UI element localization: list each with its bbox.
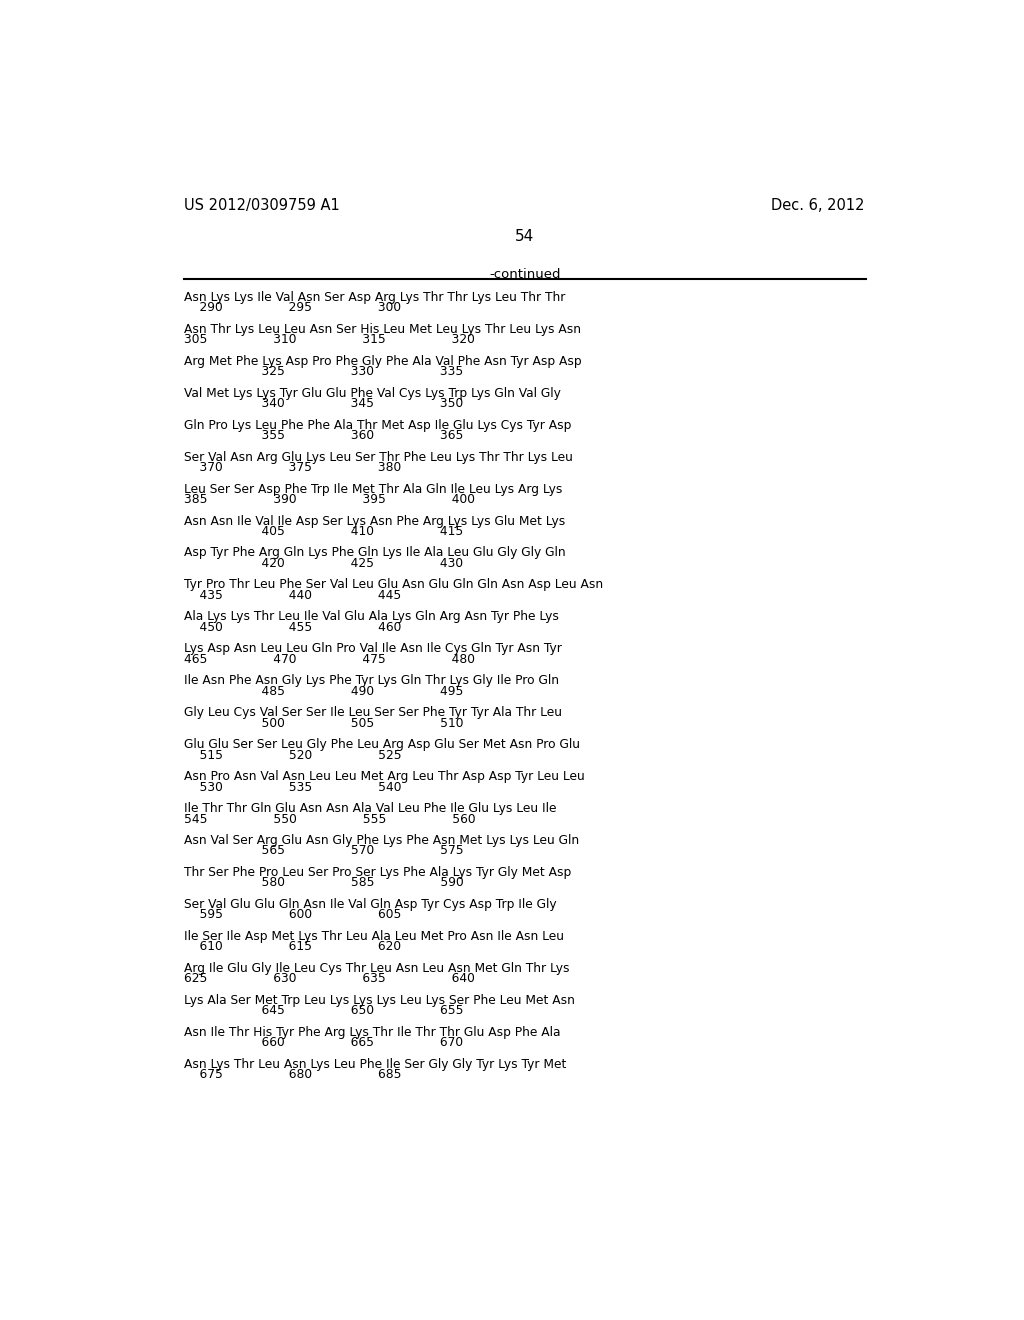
Text: 515                 520                 525: 515 520 525 xyxy=(183,748,401,762)
Text: Gly Leu Cys Val Ser Ser Ile Leu Ser Ser Phe Tyr Tyr Ala Thr Leu: Gly Leu Cys Val Ser Ser Ile Leu Ser Ser … xyxy=(183,706,562,719)
Text: 54: 54 xyxy=(515,230,535,244)
Text: 610                 615                 620: 610 615 620 xyxy=(183,940,401,953)
Text: Ser Val Asn Arg Glu Lys Leu Ser Thr Phe Leu Lys Thr Thr Lys Leu: Ser Val Asn Arg Glu Lys Leu Ser Thr Phe … xyxy=(183,450,572,463)
Text: Arg Ile Glu Gly Ile Leu Cys Thr Leu Asn Leu Asn Met Gln Thr Lys: Arg Ile Glu Gly Ile Leu Cys Thr Leu Asn … xyxy=(183,962,569,975)
Text: Asn Lys Thr Leu Asn Lys Leu Phe Ile Ser Gly Gly Tyr Lys Tyr Met: Asn Lys Thr Leu Asn Lys Leu Phe Ile Ser … xyxy=(183,1057,566,1071)
Text: Ile Asn Phe Asn Gly Lys Phe Tyr Lys Gln Thr Lys Gly Ile Pro Gln: Ile Asn Phe Asn Gly Lys Phe Tyr Lys Gln … xyxy=(183,675,559,688)
Text: 660                 665                 670: 660 665 670 xyxy=(183,1036,463,1049)
Text: Val Met Lys Lys Tyr Glu Glu Phe Val Cys Lys Trp Lys Gln Val Gly: Val Met Lys Lys Tyr Glu Glu Phe Val Cys … xyxy=(183,387,561,400)
Text: 370                 375                 380: 370 375 380 xyxy=(183,461,401,474)
Text: 325                 330                 335: 325 330 335 xyxy=(183,366,463,378)
Text: Lys Asp Asn Leu Leu Gln Pro Val Ile Asn Ile Cys Gln Tyr Asn Tyr: Lys Asp Asn Leu Leu Gln Pro Val Ile Asn … xyxy=(183,643,562,655)
Text: 545                 550                 555                 560: 545 550 555 560 xyxy=(183,813,475,825)
Text: Asn Pro Asn Val Asn Leu Leu Met Arg Leu Thr Asp Asp Tyr Leu Leu: Asn Pro Asn Val Asn Leu Leu Met Arg Leu … xyxy=(183,770,585,783)
Text: 465                 470                 475                 480: 465 470 475 480 xyxy=(183,653,475,665)
Text: Ala Lys Lys Thr Leu Ile Val Glu Ala Lys Gln Arg Asn Tyr Phe Lys: Ala Lys Lys Thr Leu Ile Val Glu Ala Lys … xyxy=(183,610,559,623)
Text: 565                 570                 575: 565 570 575 xyxy=(183,845,464,858)
Text: Dec. 6, 2012: Dec. 6, 2012 xyxy=(771,198,864,214)
Text: Ile Thr Thr Gln Glu Asn Asn Ala Val Leu Phe Ile Glu Lys Leu Ile: Ile Thr Thr Gln Glu Asn Asn Ala Val Leu … xyxy=(183,803,556,816)
Text: 450                 455                 460: 450 455 460 xyxy=(183,620,401,634)
Text: Asn Thr Lys Leu Leu Asn Ser His Leu Met Leu Lys Thr Leu Lys Asn: Asn Thr Lys Leu Leu Asn Ser His Leu Met … xyxy=(183,323,581,335)
Text: 420                 425                 430: 420 425 430 xyxy=(183,557,463,570)
Text: Asn Lys Lys Ile Val Asn Ser Asp Arg Lys Thr Thr Lys Leu Thr Thr: Asn Lys Lys Ile Val Asn Ser Asp Arg Lys … xyxy=(183,290,565,304)
Text: Arg Met Phe Lys Asp Pro Phe Gly Phe Ala Val Phe Asn Tyr Asp Asp: Arg Met Phe Lys Asp Pro Phe Gly Phe Ala … xyxy=(183,355,582,368)
Text: 435                 440                 445: 435 440 445 xyxy=(183,589,401,602)
Text: 385                 390                 395                 400: 385 390 395 400 xyxy=(183,492,475,506)
Text: 340                 345                 350: 340 345 350 xyxy=(183,397,463,411)
Text: 595                 600                 605: 595 600 605 xyxy=(183,908,401,921)
Text: 305                 310                 315                 320: 305 310 315 320 xyxy=(183,333,475,346)
Text: Lys Ala Ser Met Trp Leu Lys Lys Lys Leu Lys Ser Phe Leu Met Asn: Lys Ala Ser Met Trp Leu Lys Lys Lys Leu … xyxy=(183,994,574,1007)
Text: 645                 650                 655: 645 650 655 xyxy=(183,1005,463,1018)
Text: Ser Val Glu Glu Gln Asn Ile Val Gln Asp Tyr Cys Asp Trp Ile Gly: Ser Val Glu Glu Gln Asn Ile Val Gln Asp … xyxy=(183,898,556,911)
Text: Glu Glu Ser Ser Leu Gly Phe Leu Arg Asp Glu Ser Met Asn Pro Glu: Glu Glu Ser Ser Leu Gly Phe Leu Arg Asp … xyxy=(183,738,580,751)
Text: Asn Val Ser Arg Glu Asn Gly Phe Lys Phe Asn Met Lys Lys Leu Gln: Asn Val Ser Arg Glu Asn Gly Phe Lys Phe … xyxy=(183,834,579,847)
Text: Asn Asn Ile Val Ile Asp Ser Lys Asn Phe Arg Lys Lys Glu Met Lys: Asn Asn Ile Val Ile Asp Ser Lys Asn Phe … xyxy=(183,515,565,528)
Text: Thr Ser Phe Pro Leu Ser Pro Ser Lys Phe Ala Lys Tyr Gly Met Asp: Thr Ser Phe Pro Leu Ser Pro Ser Lys Phe … xyxy=(183,866,571,879)
Text: Gln Pro Lys Leu Phe Phe Ala Thr Met Asp Ile Glu Lys Cys Tyr Asp: Gln Pro Lys Leu Phe Phe Ala Thr Met Asp … xyxy=(183,418,571,432)
Text: Asp Tyr Phe Arg Gln Lys Phe Gln Lys Ile Ala Leu Glu Gly Gly Gln: Asp Tyr Phe Arg Gln Lys Phe Gln Lys Ile … xyxy=(183,546,565,560)
Text: 580                 585                 590: 580 585 590 xyxy=(183,876,464,890)
Text: 500                 505                 510: 500 505 510 xyxy=(183,717,463,730)
Text: US 2012/0309759 A1: US 2012/0309759 A1 xyxy=(183,198,340,214)
Text: 530                 535                 540: 530 535 540 xyxy=(183,780,401,793)
Text: Tyr Pro Thr Leu Phe Ser Val Leu Glu Asn Glu Gln Gln Asn Asp Leu Asn: Tyr Pro Thr Leu Phe Ser Val Leu Glu Asn … xyxy=(183,578,603,591)
Text: 625                 630                 635                 640: 625 630 635 640 xyxy=(183,973,475,985)
Text: -continued: -continued xyxy=(489,268,560,281)
Text: 485                 490                 495: 485 490 495 xyxy=(183,685,463,698)
Text: Ile Ser Ile Asp Met Lys Thr Leu Ala Leu Met Pro Asn Ile Asn Leu: Ile Ser Ile Asp Met Lys Thr Leu Ala Leu … xyxy=(183,929,564,942)
Text: 355                 360                 365: 355 360 365 xyxy=(183,429,463,442)
Text: Asn Ile Thr His Tyr Phe Arg Lys Thr Ile Thr Thr Glu Asp Phe Ala: Asn Ile Thr His Tyr Phe Arg Lys Thr Ile … xyxy=(183,1026,560,1039)
Text: 405                 410                 415: 405 410 415 xyxy=(183,525,463,539)
Text: 675                 680                 685: 675 680 685 xyxy=(183,1068,401,1081)
Text: Leu Ser Ser Asp Phe Trp Ile Met Thr Ala Gln Ile Leu Lys Arg Lys: Leu Ser Ser Asp Phe Trp Ile Met Thr Ala … xyxy=(183,483,562,495)
Text: 290                 295                 300: 290 295 300 xyxy=(183,301,401,314)
